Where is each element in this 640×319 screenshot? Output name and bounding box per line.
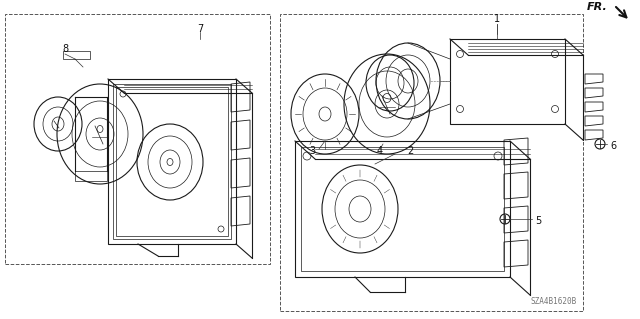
Text: 2: 2 xyxy=(407,146,413,156)
Text: FR.: FR. xyxy=(588,2,608,12)
Text: 6: 6 xyxy=(610,141,616,151)
Text: 8: 8 xyxy=(62,44,68,54)
Text: SZA4B1620B: SZA4B1620B xyxy=(531,297,577,306)
Text: 5: 5 xyxy=(535,216,541,226)
Text: 4: 4 xyxy=(377,146,383,156)
Text: 7: 7 xyxy=(197,24,203,34)
Text: 1: 1 xyxy=(494,14,500,24)
Text: 3: 3 xyxy=(309,146,315,156)
